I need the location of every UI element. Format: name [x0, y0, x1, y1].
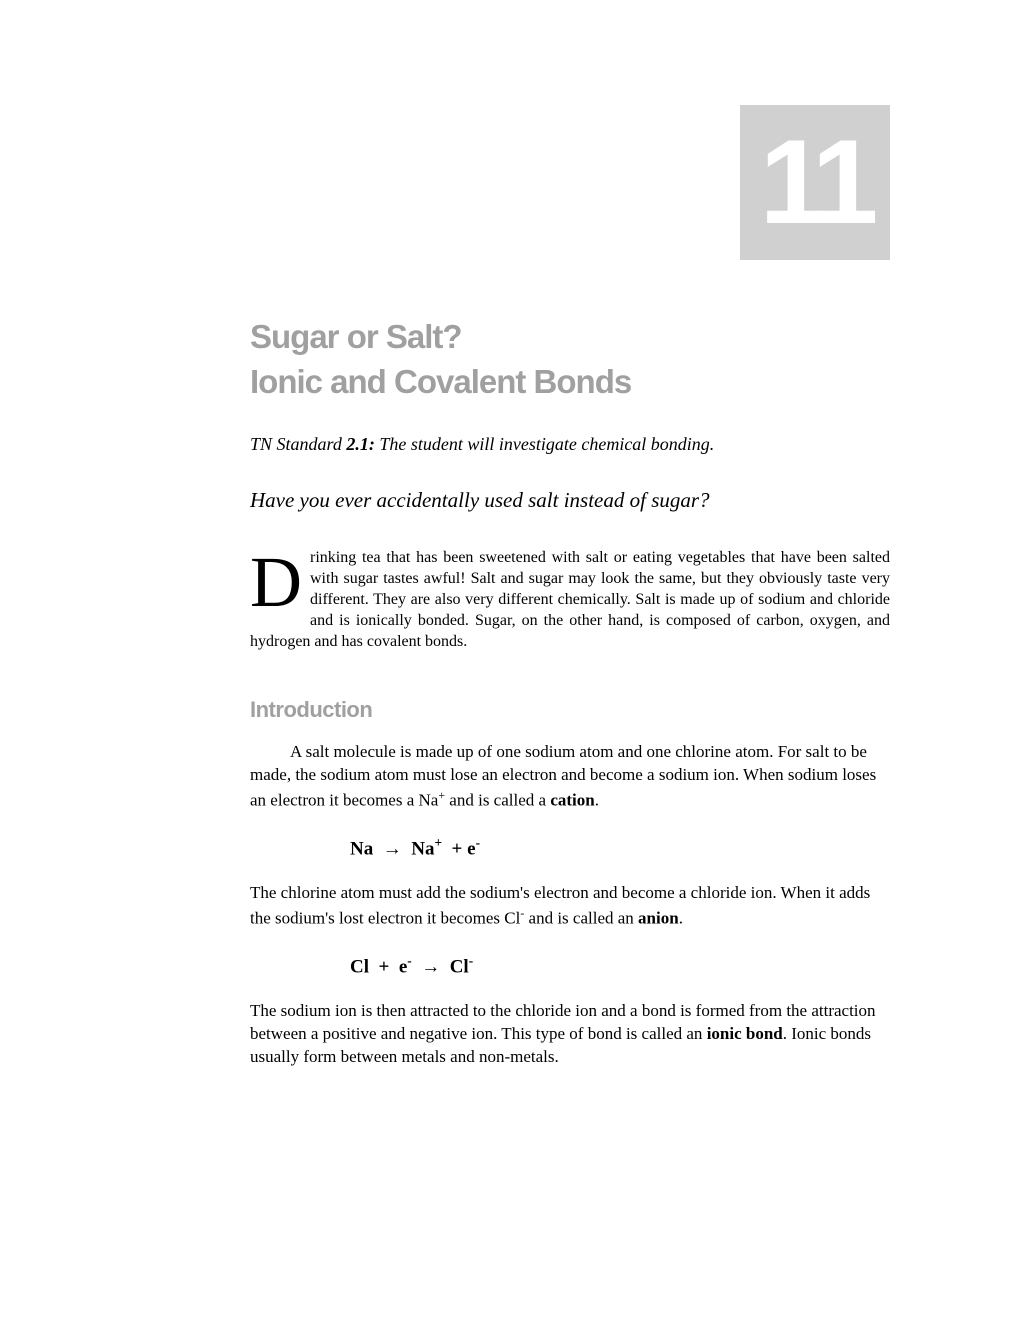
paragraph-3: The sodium ion is then attracted to the …: [250, 1000, 890, 1069]
para2-post: .: [679, 909, 683, 928]
intro-text: rinking tea that has been sweetened with…: [250, 549, 890, 650]
equation-1: Na → Na+ + e-: [250, 835, 890, 860]
para2-bold: anion: [638, 909, 679, 928]
hook-question: Have you ever accidentally used salt ins…: [250, 486, 890, 514]
eq1-na-sup: +: [434, 835, 442, 850]
title-line-1: Sugar or Salt?: [250, 315, 890, 360]
eq1-na2: Na: [411, 838, 434, 859]
para1-mid: and is called a: [445, 791, 550, 810]
eq1-plus: +: [452, 838, 463, 859]
eq1-arrow: →: [383, 838, 402, 859]
intro-paragraph: Drinking tea that has been sweetened wit…: [250, 547, 890, 653]
eq1-e-sup: -: [476, 835, 480, 850]
equation-2: Cl + e- → Cl-: [250, 953, 890, 978]
para3-bold: ionic bond: [707, 1024, 783, 1043]
para1-bold: cation: [550, 791, 594, 810]
eq2-e-sup: -: [407, 953, 411, 968]
eq2-cl2: Cl: [450, 956, 469, 977]
eq1-e: e: [467, 838, 475, 859]
standard-line: TN Standard 2.1: The student will invest…: [250, 432, 890, 456]
lab-number: 11: [740, 105, 890, 260]
title-block: Sugar or Salt? Ionic and Covalent Bonds: [250, 315, 890, 404]
para2-mid: and is called an: [524, 909, 638, 928]
standard-text: The student will investigate chemical bo…: [375, 434, 714, 454]
paragraph-2: The chlorine atom must add the sodium's …: [250, 882, 890, 931]
title-line-2: Ionic and Covalent Bonds: [250, 360, 890, 405]
eq2-e: e: [399, 956, 407, 977]
document-page: Lab 11 Sugar or Salt? Ionic and Covalent…: [0, 0, 1020, 1139]
eq2-cl-sup: -: [469, 953, 473, 968]
para1-post: .: [595, 791, 599, 810]
paragraph-1: A salt molecule is made up of one sodium…: [250, 741, 890, 812]
eq2-plus: +: [379, 956, 390, 977]
eq2-arrow: →: [421, 956, 440, 977]
lab-number-box: 11: [740, 105, 890, 260]
standard-number: 2.1:: [346, 434, 375, 454]
eq1-na: Na: [350, 838, 373, 859]
eq2-cl: Cl: [350, 956, 369, 977]
dropcap: D: [250, 547, 310, 613]
section-heading-introduction: Introduction: [250, 697, 890, 723]
standard-label: TN Standard: [250, 434, 346, 454]
